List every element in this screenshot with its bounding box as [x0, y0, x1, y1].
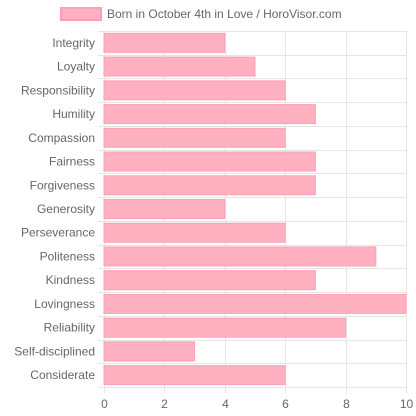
category-label: Kindness	[46, 273, 95, 287]
category-label: Generosity	[37, 202, 95, 216]
bar[interactable]	[103, 365, 286, 386]
x-tick-label: 2	[161, 397, 168, 411]
bar[interactable]	[103, 56, 256, 77]
x-axis-tick-labels: 0 2 4 6 8 10	[101, 397, 413, 411]
bar[interactable]	[103, 80, 286, 101]
x-tick-label: 4	[222, 397, 229, 411]
x-tick-label: 10	[400, 397, 414, 411]
bar[interactable]	[103, 341, 196, 362]
category-label: Integrity	[52, 36, 95, 50]
bar[interactable]	[103, 127, 286, 148]
category-label: Compassion	[28, 131, 95, 145]
bar[interactable]	[103, 175, 316, 196]
bar[interactable]	[103, 293, 407, 314]
category-label: Self-disciplined	[14, 344, 95, 358]
bars	[103, 32, 407, 386]
bar[interactable]	[103, 199, 226, 219]
bar[interactable]	[103, 222, 286, 243]
category-label: Forgiveness	[30, 178, 95, 192]
category-labels: Integrity Loyalty Responsibility Humility Co…	[14, 36, 95, 382]
bar[interactable]	[103, 270, 316, 291]
bar[interactable]	[103, 317, 347, 338]
category-label: Humility	[52, 107, 95, 121]
x-tick-label: 0	[101, 397, 108, 411]
bar[interactable]	[103, 246, 377, 267]
legend-swatch[interactable]	[60, 7, 102, 21]
category-label: Reliability	[44, 321, 95, 335]
bar[interactable]	[103, 32, 226, 53]
legend[interactable]: Born in October 4th in Love / HoroVisor.…	[60, 7, 342, 21]
legend-label[interactable]: Born in October 4th in Love / HoroVisor.…	[107, 7, 342, 21]
bar[interactable]	[103, 104, 316, 125]
category-label: Politeness	[40, 249, 95, 263]
category-label: Considerate	[30, 368, 95, 382]
category-label: Perseverance	[21, 226, 95, 240]
bar[interactable]	[103, 151, 316, 172]
category-label: Lovingness	[34, 297, 95, 311]
category-label: Fairness	[49, 155, 95, 169]
x-tick-label: 8	[343, 397, 350, 411]
category-label: Responsibility	[21, 83, 95, 97]
x-tick-label: 6	[282, 397, 289, 411]
category-label: Loyalty	[57, 60, 95, 74]
